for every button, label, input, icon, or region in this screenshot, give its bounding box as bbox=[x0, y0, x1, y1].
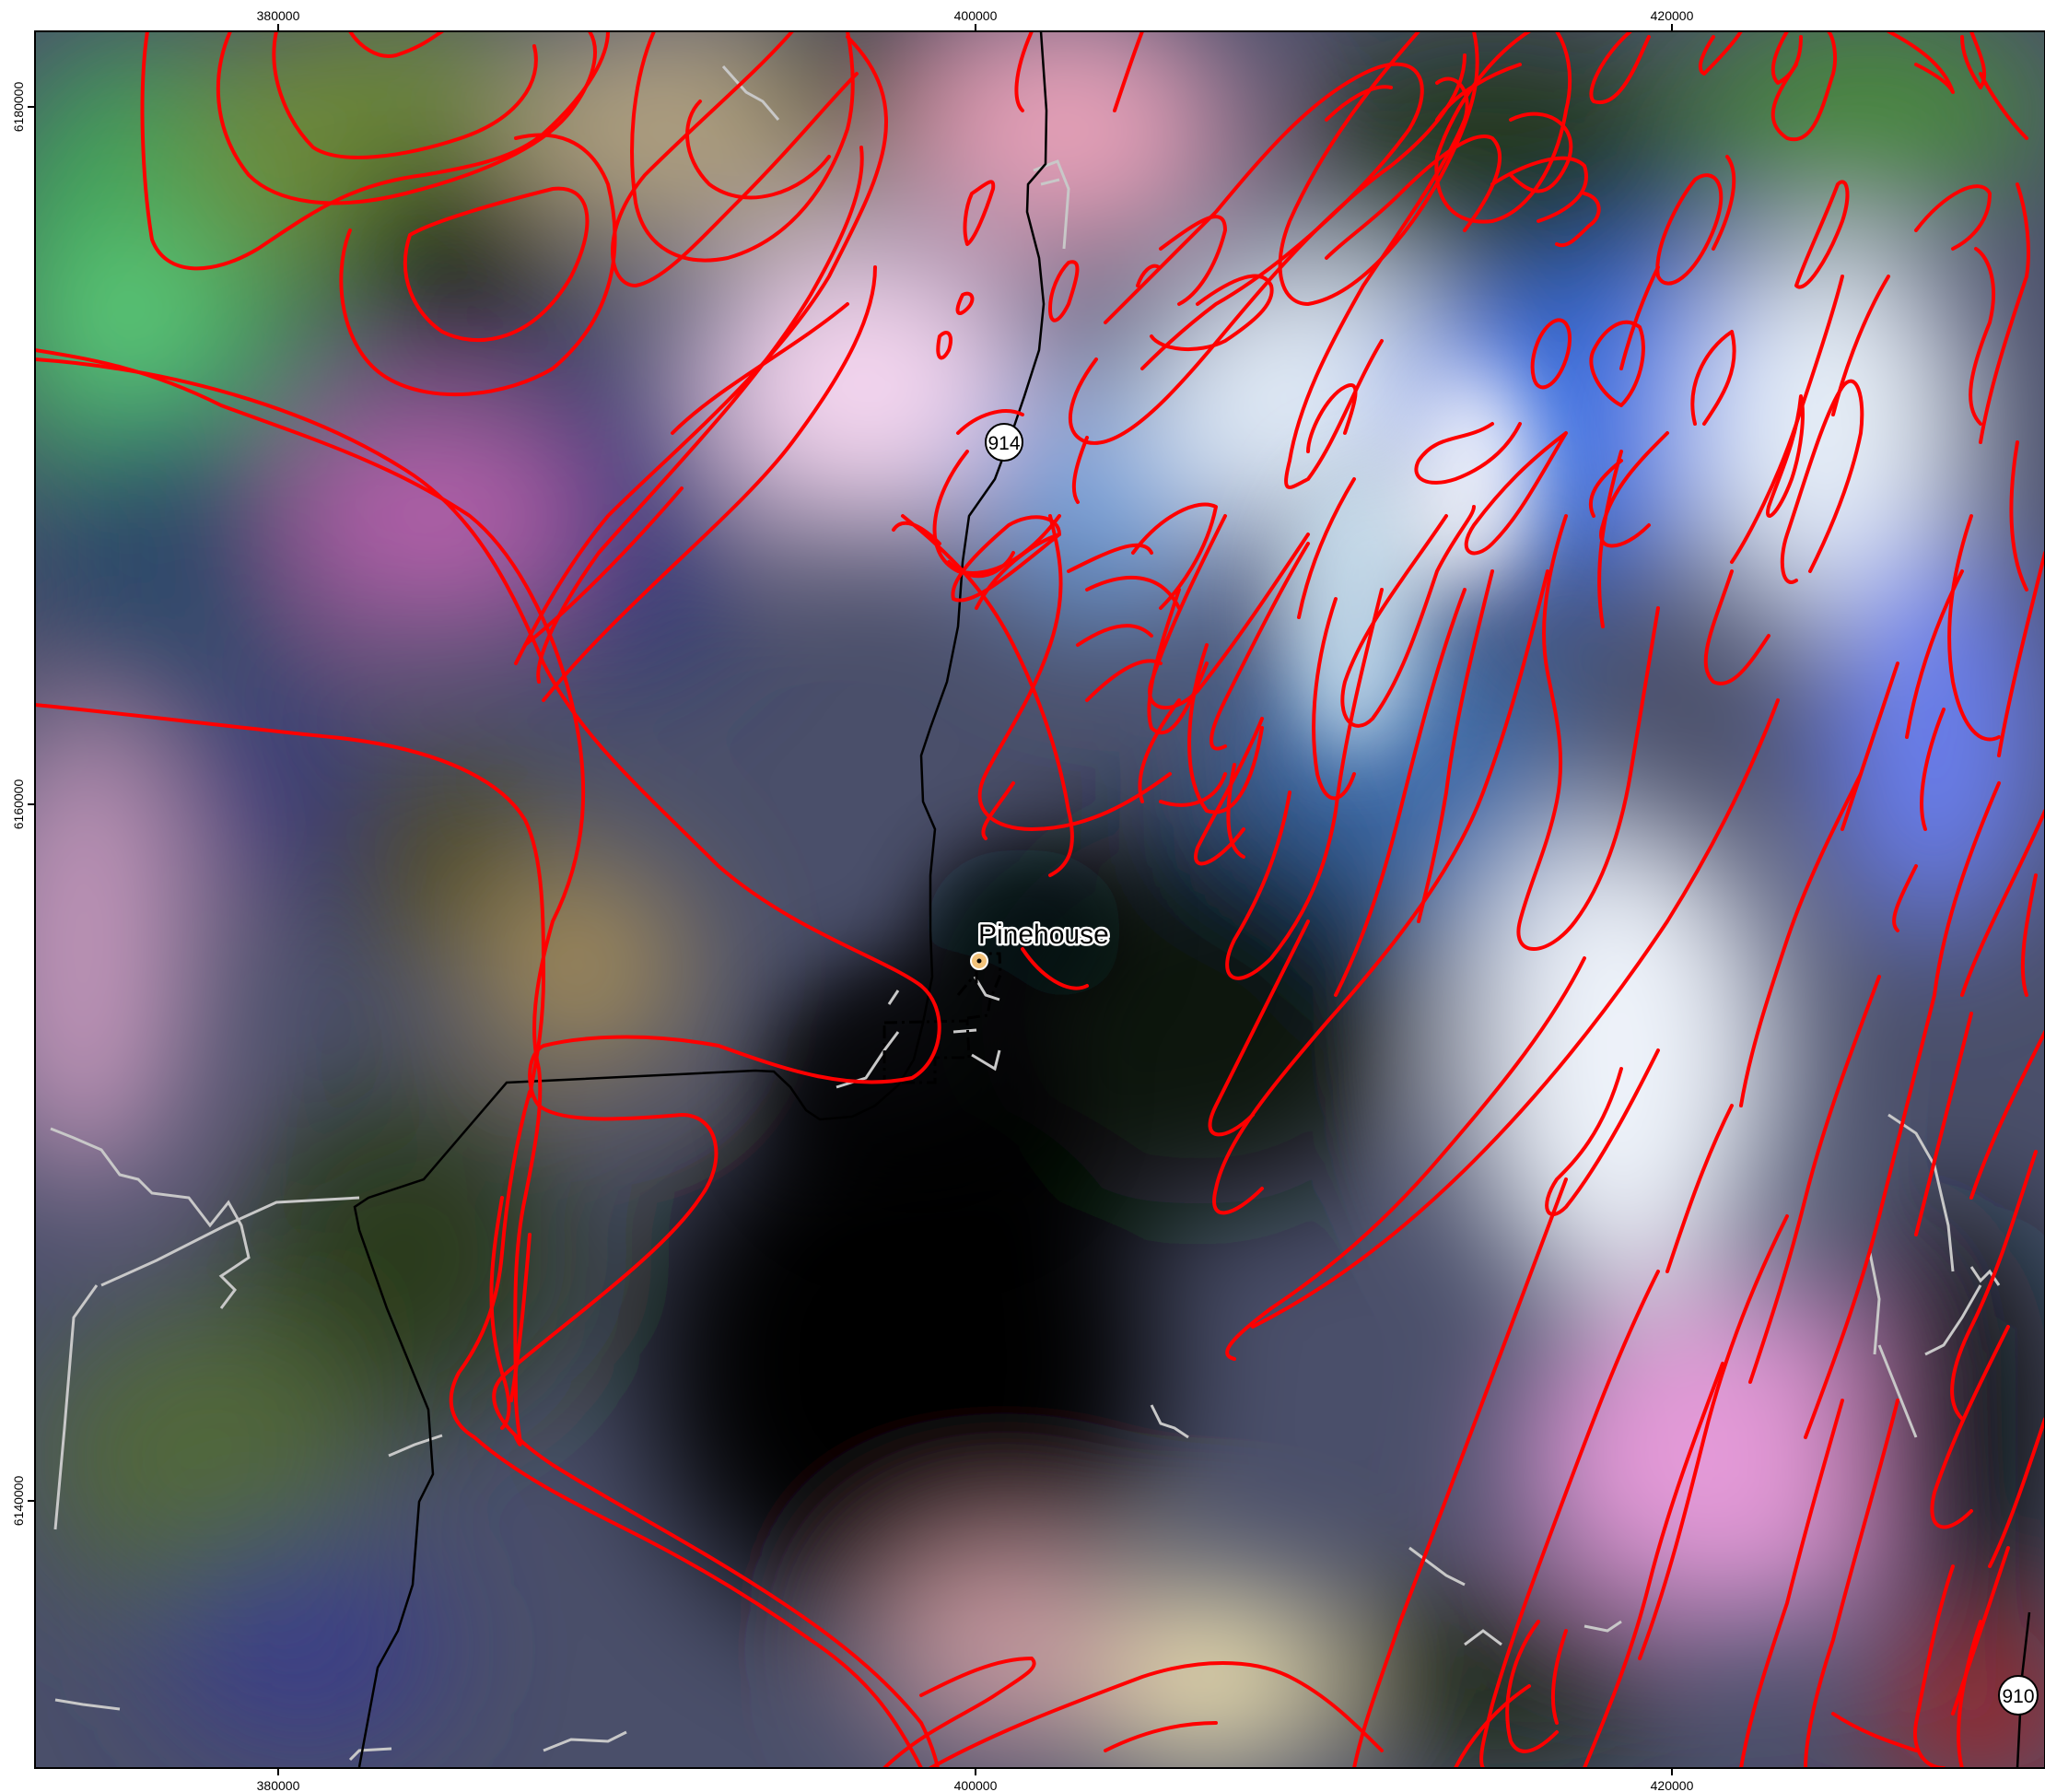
tick-marks bbox=[28, 24, 1673, 1775]
y-tick-label: 6180000 bbox=[11, 82, 26, 133]
x-tick-label-bottom: 420000 bbox=[1651, 1778, 1694, 1792]
x-tick-label-top: 420000 bbox=[1651, 8, 1694, 23]
highway-shield-910-label: 910 bbox=[2002, 1686, 2034, 1707]
place-label-pinehouse: Pinehouse bbox=[978, 919, 1109, 950]
x-tick-label-bottom: 400000 bbox=[954, 1778, 998, 1792]
highway-shield-910: 910 bbox=[1998, 1675, 2039, 1716]
y-tick-label: 6140000 bbox=[11, 1476, 26, 1527]
x-tick-label-bottom: 380000 bbox=[257, 1778, 300, 1792]
highway-shield-914-label: 914 bbox=[987, 433, 1020, 454]
pinehouse-marker bbox=[970, 952, 988, 970]
geology-contours bbox=[35, 31, 2045, 1768]
x-tick-label-top: 400000 bbox=[954, 8, 998, 23]
highway-shield-914: 914 bbox=[985, 423, 1023, 462]
y-tick-label: 6160000 bbox=[11, 779, 26, 830]
x-tick-label-top: 380000 bbox=[257, 8, 300, 23]
map-frame bbox=[34, 30, 2045, 1769]
